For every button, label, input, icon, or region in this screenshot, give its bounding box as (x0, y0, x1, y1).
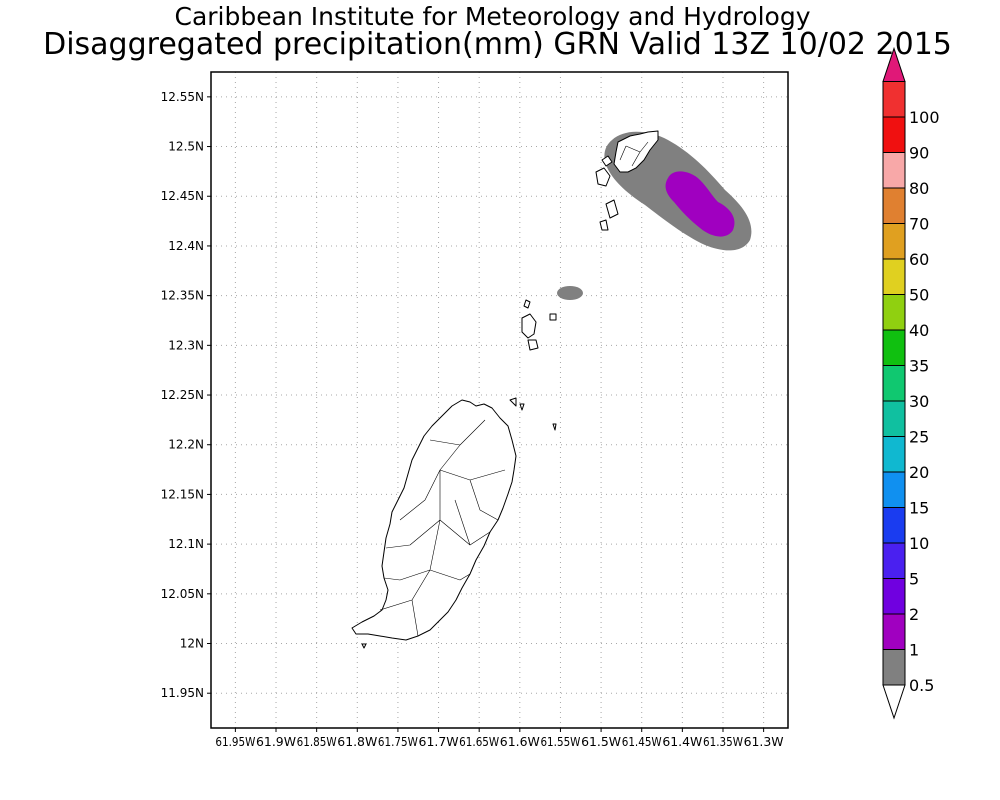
lat-tick-label: 12.5N (168, 140, 204, 154)
lon-tick-label: 61.45W (622, 735, 662, 749)
lon-tick-label: 61.85W (297, 735, 337, 749)
islet-f (549, 313, 557, 321)
lat-tick-label: 12.2N (168, 438, 204, 452)
islet-e (523, 299, 531, 309)
colorbar-swatch (882, 578, 906, 615)
map-subtitle: Disaggregated precipitation(mm) GRN Vali… (43, 27, 952, 62)
colorbar-label: 0.5 (909, 676, 934, 695)
colorbar-swatch (882, 400, 906, 437)
precipitation-shading (557, 131, 752, 300)
carriacou-island (613, 130, 659, 173)
lat-tick-label: 12.4N (168, 239, 204, 253)
colorbar-label: 100 (909, 108, 940, 127)
colorbar-swatch (882, 613, 906, 650)
colorbar-swatch (882, 258, 906, 295)
colorbar-swatch (882, 471, 906, 508)
colorbar-label: 20 (909, 463, 929, 482)
colorbar-swatch (882, 116, 906, 153)
colorbar-label: 5 (909, 570, 919, 589)
lat-tick-label: 12.3N (168, 338, 204, 352)
lon-tick-label: 61.4W (662, 735, 702, 749)
axis-ticks: 12.55N 12.5N 12.45N 12.4N 12.35N 12.3N 12.25N 1… (161, 90, 784, 749)
colorbar-label: 80 (909, 179, 929, 198)
colorbar-label: 50 (909, 286, 929, 305)
colorbar-swatch (882, 436, 906, 473)
grenada-internal-boundaries (379, 419, 506, 637)
grenada-island (351, 399, 517, 641)
lon-tick-label: 61.55W (540, 735, 580, 749)
colorbar-label: 35 (909, 357, 929, 376)
colorbar-swatch (882, 329, 906, 366)
colorbar-label: 2 (909, 605, 919, 624)
lon-tick-label: 61.95W (215, 735, 255, 749)
ronde-island (521, 313, 537, 339)
lat-tick-label: 11.95N (161, 686, 204, 700)
colorbar-label: 15 (909, 499, 929, 518)
colorbar-swatch (882, 365, 906, 402)
colorbar-label: 10 (909, 534, 929, 553)
precip-area-1mm-north (665, 171, 735, 237)
lon-tick-label: 61.65W (459, 735, 499, 749)
lon-tick-label: 61.6W (500, 735, 540, 749)
lat-tick-label: 12N (180, 637, 204, 651)
map-title: Caribbean Institute for Meteorology and … (174, 2, 811, 31)
lat-tick-label: 12.15N (161, 487, 204, 501)
islet-i (552, 423, 557, 431)
colorbar-swatch (882, 187, 906, 224)
colorbar-label: 30 (909, 392, 929, 411)
colorbar-swatch (882, 152, 906, 189)
colorbar-label: 70 (909, 215, 929, 234)
lon-tick-label: 61.35W (703, 735, 743, 749)
lon-tick-label: 61.8W (337, 735, 377, 749)
coastlines (351, 130, 659, 649)
colorbar-label: 1 (909, 641, 919, 660)
lat-tick-label: 12.45N (161, 189, 204, 203)
lat-tick-label: 12.25N (161, 388, 204, 402)
carriacou-boundaries (619, 141, 649, 167)
islet-g (509, 397, 517, 407)
islet-d (527, 339, 539, 351)
colorbar-swatch (882, 81, 906, 118)
lon-tick-label: 61.7W (419, 735, 459, 749)
lat-tick-label: 12.05N (161, 587, 204, 601)
colorbar-swatch (882, 649, 906, 686)
islet-h (519, 403, 525, 411)
lon-tick-label: 61.5W (581, 735, 621, 749)
colorbar-top-arrow (882, 46, 906, 82)
colorbar-label: 25 (909, 428, 929, 447)
petite-martinique (601, 155, 613, 167)
colorbar-label: 40 (909, 321, 929, 340)
lon-tick-label: 61.75W (378, 735, 418, 749)
colorbar-swatch (882, 507, 906, 544)
colorbar-label: 90 (909, 144, 929, 163)
islet-b (605, 199, 619, 219)
map-frame (210, 71, 789, 729)
colorbar-label: 60 (909, 250, 929, 269)
lat-tick-label: 12.35N (161, 289, 204, 303)
colorbar-swatch (882, 542, 906, 579)
map-gridlines (211, 72, 788, 728)
lat-tick-label: 12.1N (168, 537, 204, 551)
colorbar-swatch (882, 223, 906, 260)
colorbar-swatch (882, 294, 906, 331)
lon-tick-label: 61.9W (256, 735, 296, 749)
islet-a (595, 167, 611, 187)
colorbar-bottom-arrow (882, 684, 906, 720)
lon-tick-label: 61.3W (744, 735, 784, 749)
lat-tick-label: 12.55N (161, 90, 204, 104)
islet-c (599, 219, 609, 231)
islet-j (361, 643, 367, 649)
precip-area-0.5mm-south (557, 286, 583, 300)
